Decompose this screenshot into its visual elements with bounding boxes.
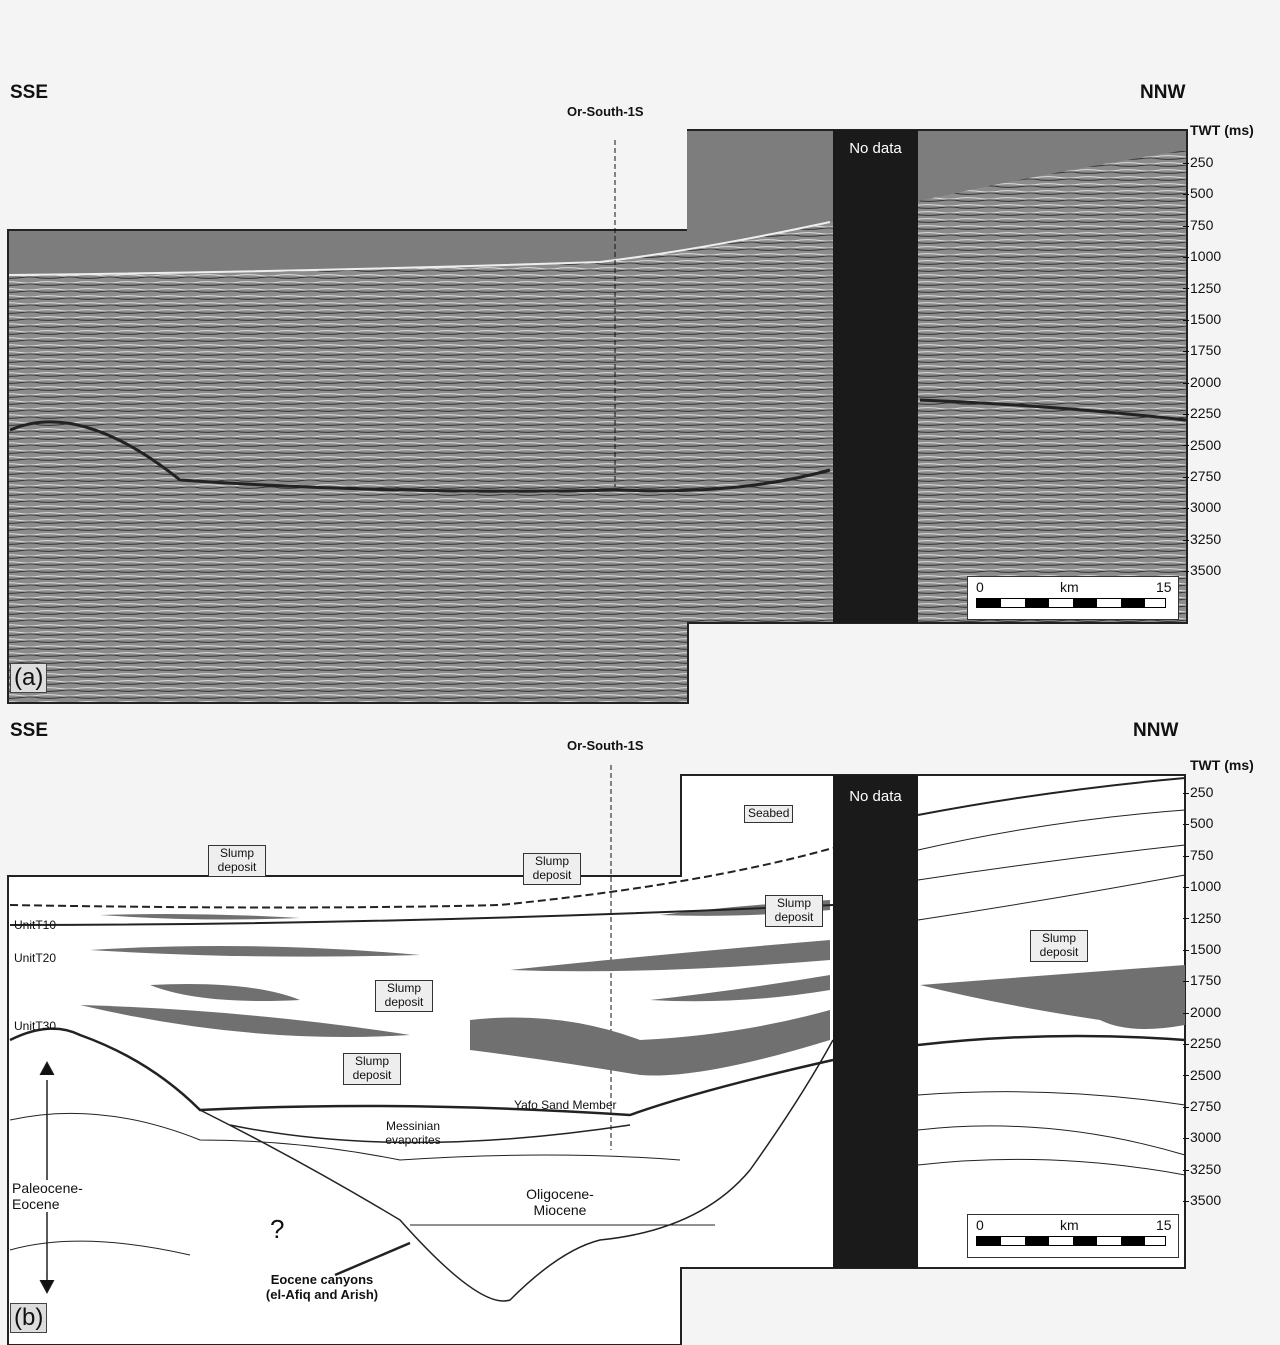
annotation: Slump deposit: [208, 845, 266, 877]
tick-label: 500: [1183, 185, 1213, 201]
tick-label: 3250: [1183, 1161, 1221, 1177]
tick-label: 1750: [1183, 342, 1221, 358]
scale-graphic: [976, 1236, 1166, 1246]
annotation: Slump deposit: [765, 895, 823, 927]
scale-end: 15: [1156, 1217, 1172, 1233]
tick-label: 3250: [1183, 531, 1221, 547]
well-name: Or-South-1S: [567, 739, 644, 754]
tick-label: 1500: [1183, 941, 1221, 957]
annotation: Slump deposit: [343, 1053, 401, 1085]
tick-label: 2500: [1183, 1067, 1221, 1083]
axis-title: TWT (ms): [1190, 757, 1254, 773]
tick-label: 2000: [1183, 1004, 1221, 1020]
tick-label: 1250: [1183, 910, 1221, 926]
direction-left: SSE: [10, 82, 48, 104]
tick-label: 1000: [1183, 248, 1221, 264]
tick-label: 250: [1183, 154, 1213, 170]
tick-label: 2250: [1183, 405, 1221, 421]
tick-label: 3500: [1183, 562, 1221, 578]
no-data: No data: [833, 788, 918, 805]
axis-title: TWT (ms): [1190, 122, 1254, 138]
tick-label: 1000: [1183, 878, 1221, 894]
label: Paleocene-Eocene: [12, 1180, 92, 1212]
tick-label: 1750: [1183, 972, 1221, 988]
annotation: Seabed: [744, 805, 793, 823]
no-data: No data: [833, 140, 918, 157]
tick-label: 2000: [1183, 374, 1221, 390]
tick-label: 1500: [1183, 311, 1221, 327]
annotation: Slump deposit: [1030, 930, 1088, 962]
tick-label: 2750: [1183, 468, 1221, 484]
scale-unit: km: [1060, 1217, 1079, 1233]
tick-label: 2250: [1183, 1035, 1221, 1051]
scale-bar: 0 km 15: [967, 1214, 1179, 1258]
label: Yafo Sand Member: [514, 1099, 617, 1113]
label: Eocene canyons (el-Afiq and Arish): [262, 1273, 382, 1303]
tick-label: 750: [1183, 847, 1213, 863]
scale-graphic: [976, 598, 1166, 608]
panel-label: (b): [10, 1303, 47, 1333]
scale-start: 0: [976, 579, 984, 595]
unit-label: UnitT20: [14, 952, 56, 966]
label: Oligocene-Miocene: [520, 1186, 600, 1218]
label: Messinian evaporites: [378, 1120, 448, 1148]
page: SSE NNW Or-South-1S TWT (ms) No data (a)…: [0, 0, 1280, 1345]
scale-unit: km: [1060, 579, 1079, 595]
tick-label: 250: [1183, 784, 1213, 800]
tick-label: 2500: [1183, 437, 1221, 453]
tick-label: 500: [1183, 815, 1213, 831]
scale-start: 0: [976, 1217, 984, 1233]
direction-right: NNW: [1133, 720, 1178, 742]
direction-left: SSE: [10, 720, 48, 742]
unit-label: UnitT30: [14, 1020, 56, 1034]
scale-end: 15: [1156, 579, 1172, 595]
tick-label: 750: [1183, 217, 1213, 233]
tick-label: 3000: [1183, 1129, 1221, 1145]
tick-label: 2750: [1183, 1098, 1221, 1114]
scale-bar: 0 km 15: [967, 576, 1179, 620]
label: ?: [270, 1215, 284, 1245]
unit-label: UnitT10: [14, 919, 56, 933]
direction-right: NNW: [1140, 82, 1185, 104]
well-name: Or-South-1S: [567, 105, 644, 120]
tick-label: 3000: [1183, 499, 1221, 515]
annotation: Slump deposit: [375, 980, 433, 1012]
tick-label: 3500: [1183, 1192, 1221, 1208]
interpretation: [8, 765, 1185, 1345]
tick-label: 1250: [1183, 280, 1221, 296]
panel-label: (a): [10, 663, 47, 693]
annotation: Slump deposit: [523, 853, 581, 885]
figure: [0, 0, 1280, 1345]
